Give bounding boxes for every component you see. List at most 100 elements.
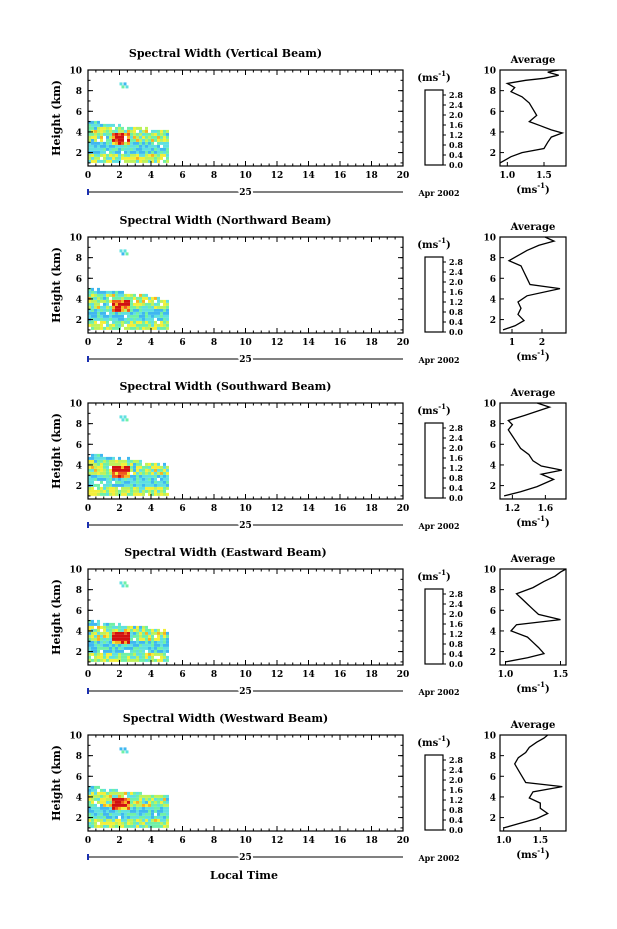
heatmap-cell (157, 797, 160, 801)
heatmap-cell (109, 150, 112, 154)
y-axis-label: Height (km) (50, 745, 63, 821)
heatmap-cell (151, 141, 154, 145)
heatmap-cell (148, 135, 151, 139)
colorbar-tick-label: 2.0 (449, 775, 463, 785)
heatmap-cell (157, 471, 160, 475)
heatmap-cell (115, 655, 118, 659)
colorbar-tick-label: 0.4 (449, 150, 463, 160)
heatmap-cell (142, 794, 145, 798)
heatmap-cell (142, 649, 145, 653)
heatmap-cell (130, 320, 133, 324)
heatmap-cell (100, 492, 103, 496)
heatmap-cell (124, 812, 127, 816)
heatmap-cell (142, 815, 145, 819)
heatmap-cell (100, 132, 103, 136)
heatmap-cell (94, 126, 97, 130)
heatmap-cell (154, 129, 157, 133)
y-axis-label: Height (km) (50, 413, 63, 489)
heatmap-cell (106, 625, 109, 629)
heatmap-cell (130, 803, 133, 807)
heatmap-cell (106, 812, 109, 816)
heatmap-cell (124, 800, 127, 804)
heatmap-cell (109, 646, 112, 650)
heatmap-cell (133, 138, 136, 142)
heatmap-cell (133, 293, 136, 297)
heatmap-cell (160, 323, 163, 327)
heatmap-cell (139, 159, 142, 163)
heatmap-cell (97, 156, 100, 160)
heatmap-cell (136, 815, 139, 819)
heatmap-cells (88, 415, 169, 496)
panel-title: Spectral Width (Westward Beam) (123, 712, 328, 725)
heatmap-cell (121, 135, 124, 139)
heatmap-cell (148, 803, 151, 807)
heatmap-cell (148, 299, 151, 303)
heatmap-cell (100, 150, 103, 154)
heatmap-cell (115, 144, 118, 148)
heatmap-cell (109, 797, 112, 801)
heatmap-cell (127, 320, 130, 324)
heatmap-cell (118, 290, 121, 294)
heatmap-cell (103, 655, 106, 659)
heatmap-cell (151, 129, 154, 133)
heatmap-cell (151, 474, 154, 478)
day-label: 25 (239, 188, 252, 198)
colorbar-tick-label: 0.0 (449, 160, 463, 170)
heatmap-cell (103, 156, 106, 160)
heatmap-cell (163, 480, 166, 484)
heatmap-cell (145, 141, 148, 145)
heatmap-cell (112, 141, 115, 145)
colorbar: 0.00.40.81.21.62.02.42.8 (424, 256, 463, 337)
heatmap-cell (130, 794, 133, 798)
heatmap-cell (91, 144, 94, 148)
heatmap-cell (118, 153, 121, 157)
heatmap-cell (109, 649, 112, 653)
colorbar-unit: (ms-1) (417, 568, 450, 583)
heatmap-cell (166, 153, 169, 157)
heatmap-cell (142, 305, 145, 309)
y-tick-label: 6 (76, 108, 82, 118)
heatmap-cell (151, 655, 154, 659)
heatmap-cell (106, 468, 109, 472)
heatmap-cell (97, 123, 100, 127)
heatmap-cell (163, 299, 166, 303)
heatmap-cell (124, 655, 127, 659)
heatmap-cell (127, 640, 130, 644)
heatmap-cell (163, 305, 166, 309)
heatmap-cell (154, 643, 157, 647)
heatmap-cell (112, 797, 115, 801)
heatmap-cell (103, 471, 106, 475)
heatmap-cell (118, 818, 121, 822)
heatmap-cell (154, 649, 157, 653)
heatmap-cell (91, 311, 94, 315)
heatmap-cell (118, 631, 121, 635)
y-tick-label: 6 (76, 441, 82, 451)
heatmap-cell (103, 486, 106, 490)
colorbar-tick-label: 2.4 (449, 433, 463, 443)
heatmap-cell (145, 489, 148, 493)
heatmap-cell (157, 144, 160, 148)
heatmap-cell (112, 290, 115, 294)
y-tick-label: 6 (76, 773, 82, 783)
heatmap-cell (133, 465, 136, 469)
heatmap-cell (130, 486, 133, 490)
heatmap-cell (130, 132, 133, 136)
heatmap-cell (91, 305, 94, 309)
heatmap-cell (97, 456, 100, 460)
heatmap-cell (88, 634, 91, 638)
heatmap-cell (124, 459, 127, 463)
heatmap-cell (103, 459, 106, 463)
heatmap-cell (94, 311, 97, 315)
heatmap-cell (130, 815, 133, 819)
heatmap-cell (136, 628, 139, 632)
x-tick-label: 18 (365, 670, 378, 680)
heatmap-cell (124, 803, 127, 807)
heatmap-cell (97, 120, 100, 124)
heatmap-cell (88, 818, 91, 822)
heatmap-cell (123, 581, 127, 585)
heatmap-cell (106, 465, 109, 469)
heatmap-cell (166, 803, 169, 807)
heatmap-cell (154, 159, 157, 163)
heatmap-cell (157, 640, 160, 644)
heatmap-cell (124, 132, 127, 136)
